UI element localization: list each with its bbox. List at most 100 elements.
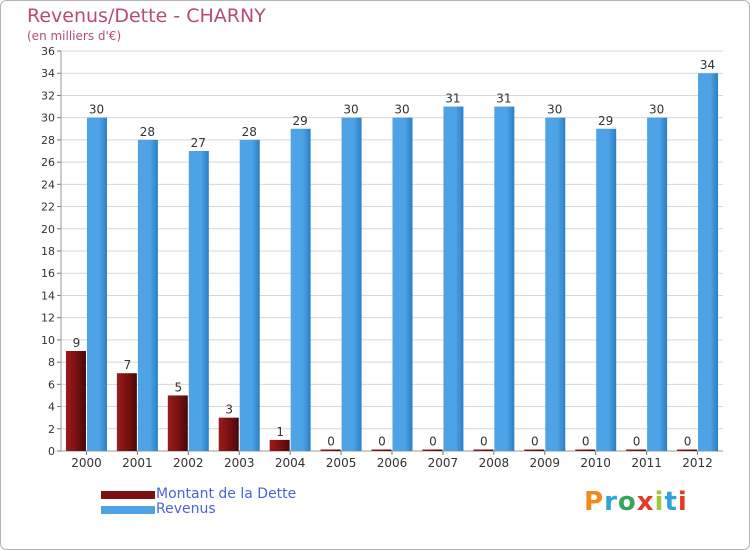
x-tick-label: 2000 [71, 456, 102, 470]
bar-debt [269, 439, 290, 451]
bar-revenue [239, 139, 260, 451]
data-label-revenue: 27 [191, 136, 206, 150]
x-tick-label: 2012 [682, 456, 713, 470]
logo-letter: x [636, 487, 655, 517]
bar-revenue [596, 128, 617, 451]
legend-label-debt: Montant de la Dette [156, 486, 297, 502]
y-tick-label: 18 [41, 245, 55, 258]
bar-debt [65, 351, 86, 451]
data-label-debt: 5 [174, 380, 182, 394]
legend-swatch-debt [101, 491, 155, 499]
x-tick-label: 2005 [326, 456, 357, 470]
bar-revenue [647, 117, 668, 452]
x-tick-label: 2002 [173, 456, 204, 470]
y-tick-label: 32 [41, 89, 55, 102]
bar-revenue [86, 117, 107, 452]
legend-item-debt: Montant de la Dette [101, 487, 361, 502]
bar-revenue [494, 106, 515, 452]
data-label-debt: 1 [276, 425, 284, 439]
bar-revenue [137, 139, 158, 451]
logo-letter: r [604, 487, 618, 517]
data-label-revenue: 28 [140, 125, 155, 139]
y-tick-label: 24 [41, 178, 55, 191]
bar-revenue [392, 117, 413, 452]
legend-swatch-revenue [101, 506, 155, 514]
data-label-revenue: 29 [598, 114, 613, 128]
bar-revenue [545, 117, 566, 452]
y-tick-label: 26 [41, 156, 55, 169]
bar-revenue [290, 128, 311, 451]
data-label-debt: 3 [225, 403, 233, 417]
x-tick-label: 2001 [122, 456, 153, 470]
y-tick-label: 14 [41, 289, 55, 302]
y-tick-label: 34 [41, 67, 55, 80]
y-tick-label: 10 [41, 334, 55, 347]
data-label-revenue: 30 [547, 103, 562, 117]
y-tick-label: 2 [48, 423, 55, 436]
logo-letter: t [664, 487, 678, 517]
x-tick-label: 2008 [479, 456, 510, 470]
legend-label-revenue: Revenus [156, 501, 216, 517]
bar-revenue [698, 73, 719, 451]
data-label-revenue: 31 [445, 92, 460, 106]
legend-item-revenue: Revenus [101, 502, 361, 517]
data-label-debt: 0 [480, 435, 488, 449]
data-label-debt: 0 [429, 435, 437, 449]
x-tick-label: 2010 [580, 456, 611, 470]
data-label-debt: 0 [378, 435, 386, 449]
data-label-revenue: 34 [700, 58, 715, 72]
x-tick-label: 2007 [428, 456, 459, 470]
data-label-debt: 0 [327, 435, 335, 449]
data-label-debt: 7 [124, 358, 132, 372]
logo-letter: i [654, 487, 665, 517]
y-tick-label: 0 [48, 445, 55, 458]
bar-revenue [443, 106, 464, 452]
logo-letter: P [584, 487, 605, 517]
bar-revenue [188, 151, 209, 451]
y-tick-label: 28 [41, 134, 55, 147]
data-label-revenue: 30 [394, 103, 409, 117]
data-label-debt: 0 [684, 435, 692, 449]
chart-title: Revenus/Dette - CHARNY [27, 5, 266, 27]
x-tick-label: 2011 [631, 456, 662, 470]
bar-debt [167, 395, 188, 451]
data-label-revenue: 29 [293, 114, 308, 128]
y-tick-label: 20 [41, 223, 55, 236]
data-label-debt: 0 [531, 435, 539, 449]
y-tick-label: 36 [41, 45, 55, 58]
logo-letter: o [617, 487, 637, 517]
bar-debt [524, 449, 545, 451]
legend: Montant de la Dette Revenus [101, 487, 361, 517]
bar-debt [575, 449, 596, 451]
y-tick-label: 22 [41, 201, 55, 214]
y-tick-label: 16 [41, 267, 55, 280]
y-tick-label: 30 [41, 112, 55, 125]
y-tick-label: 12 [41, 312, 55, 325]
data-label-revenue: 30 [89, 103, 104, 117]
bar-debt [320, 449, 341, 451]
data-label-revenue: 30 [649, 103, 664, 117]
bar-debt [371, 449, 392, 451]
data-label-debt: 9 [73, 336, 81, 350]
proxiti-logo: Proxiti [584, 487, 688, 517]
data-label-debt: 0 [633, 435, 641, 449]
bar-debt [422, 449, 443, 451]
y-tick-label: 8 [48, 356, 55, 369]
x-tick-label: 2003 [224, 456, 255, 470]
y-tick-label: 4 [48, 401, 55, 414]
logo-letter: i [677, 487, 688, 517]
bar-revenue [341, 117, 362, 452]
chart-subtitle: (en milliers d'€) [27, 29, 122, 43]
data-label-debt: 0 [582, 435, 590, 449]
data-label-revenue: 30 [343, 103, 358, 117]
data-label-revenue: 28 [242, 125, 257, 139]
y-tick-label: 6 [48, 378, 55, 391]
x-tick-label: 2004 [275, 456, 306, 470]
bar-debt [473, 449, 494, 451]
x-tick-label: 2006 [377, 456, 408, 470]
bar-debt [677, 449, 698, 451]
bar-debt [218, 417, 239, 451]
bar-debt [626, 449, 647, 451]
